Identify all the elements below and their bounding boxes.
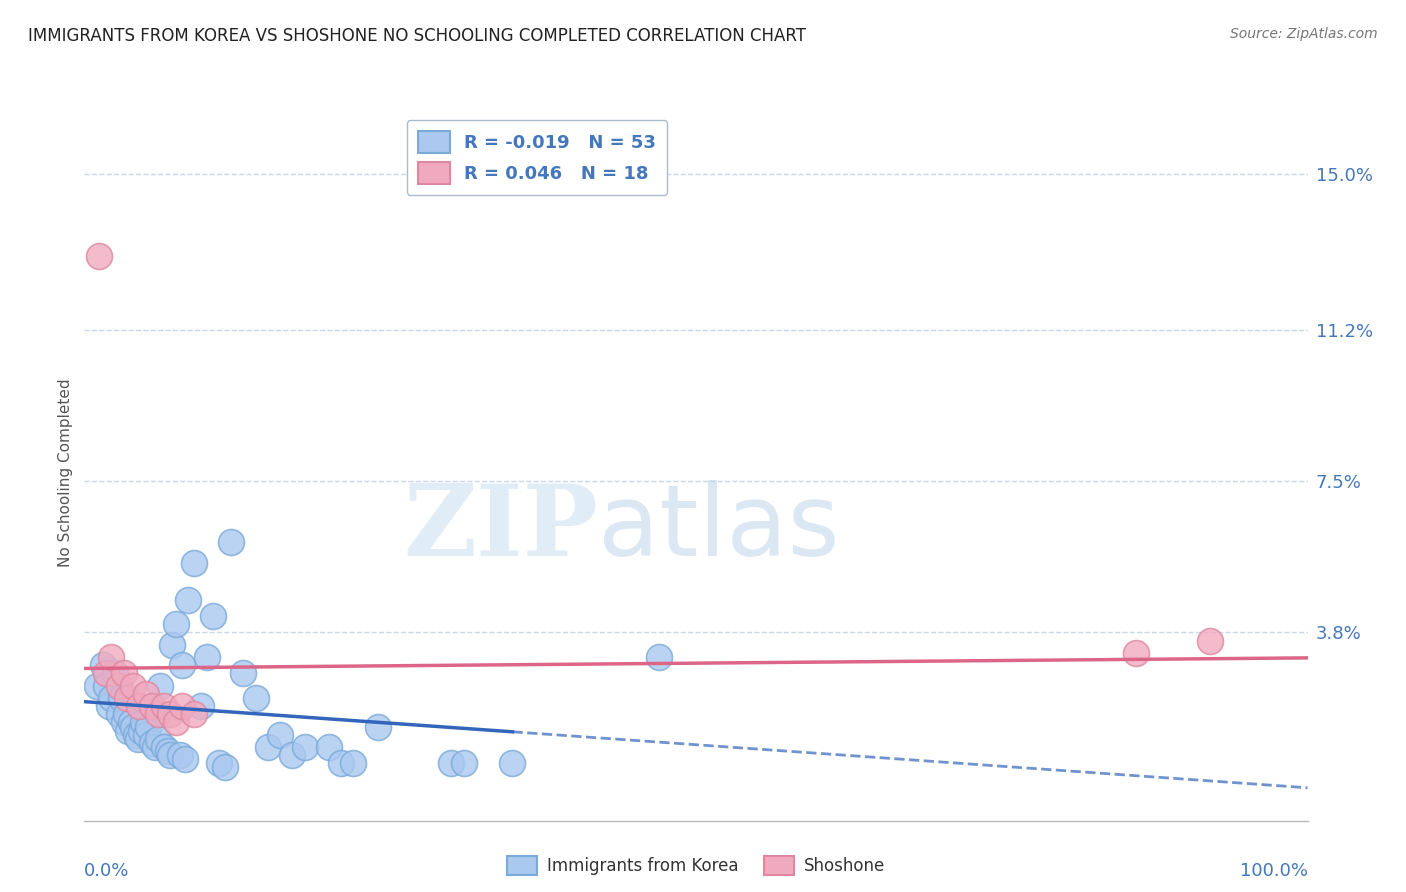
Point [173,752,195,766]
Point [208,756,231,771]
Point [112,715,135,730]
Point [122,719,145,733]
Legend: Immigrants from Korea, Shoshone: Immigrants from Korea, Shoshone [501,849,891,882]
Text: Source: ZipAtlas.com: Source: ZipAtlas.com [1230,27,1378,41]
Point [100,649,122,664]
Point [159,748,181,763]
Point [232,666,254,681]
Point [342,756,364,771]
Point [125,728,148,742]
Point [159,707,181,722]
Y-axis label: No Schooling Completed: No Schooling Completed [58,378,73,567]
Point [169,748,191,763]
Point [146,731,169,746]
Point [162,638,184,652]
Point [153,739,176,754]
Point [190,699,212,714]
Point [165,715,187,730]
Point [440,756,463,771]
Point [107,679,129,693]
Point [96,679,118,693]
Point [135,687,157,701]
Point [127,731,149,746]
Point [453,756,475,771]
Point [294,739,316,754]
Point [214,760,236,774]
Point [110,690,132,705]
Point [141,699,163,714]
Point [1198,633,1220,648]
Point [115,690,138,705]
Point [91,658,114,673]
Point [156,744,179,758]
Point [120,715,142,730]
Point [153,699,176,714]
Point [100,690,122,705]
Point [219,535,242,549]
Text: 100.0%: 100.0% [1240,862,1308,880]
Point [107,707,129,722]
Point [257,739,280,754]
Point [269,728,291,742]
Point [96,666,118,681]
Point [245,690,267,705]
Point [146,707,169,722]
Point [115,707,138,722]
Point [330,756,353,771]
Point [183,707,205,722]
Text: 0.0%: 0.0% [84,862,129,880]
Point [177,592,200,607]
Text: ZIP: ZIP [404,480,598,577]
Point [87,249,110,263]
Point [648,649,671,664]
Point [122,679,145,693]
Point [172,699,194,714]
Point [367,719,389,733]
Point [172,658,194,673]
Point [165,617,187,632]
Point [141,736,163,750]
Point [318,739,340,754]
Point [143,739,166,754]
Point [132,715,155,730]
Text: atlas: atlas [598,480,839,577]
Point [136,719,159,733]
Text: IMMIGRANTS FROM KOREA VS SHOSHONE NO SCHOOLING COMPLETED CORRELATION CHART: IMMIGRANTS FROM KOREA VS SHOSHONE NO SCH… [28,27,806,45]
Point [201,609,224,624]
Point [112,666,135,681]
Point [104,666,127,681]
Point [1125,646,1147,660]
Point [129,723,152,738]
Point [501,756,523,771]
Point [117,723,139,738]
Point [281,748,304,763]
Point [183,556,205,570]
Point [135,728,157,742]
Point [149,679,172,693]
Point [128,699,150,714]
Point [86,679,108,693]
Point [195,649,218,664]
Point [97,699,120,714]
